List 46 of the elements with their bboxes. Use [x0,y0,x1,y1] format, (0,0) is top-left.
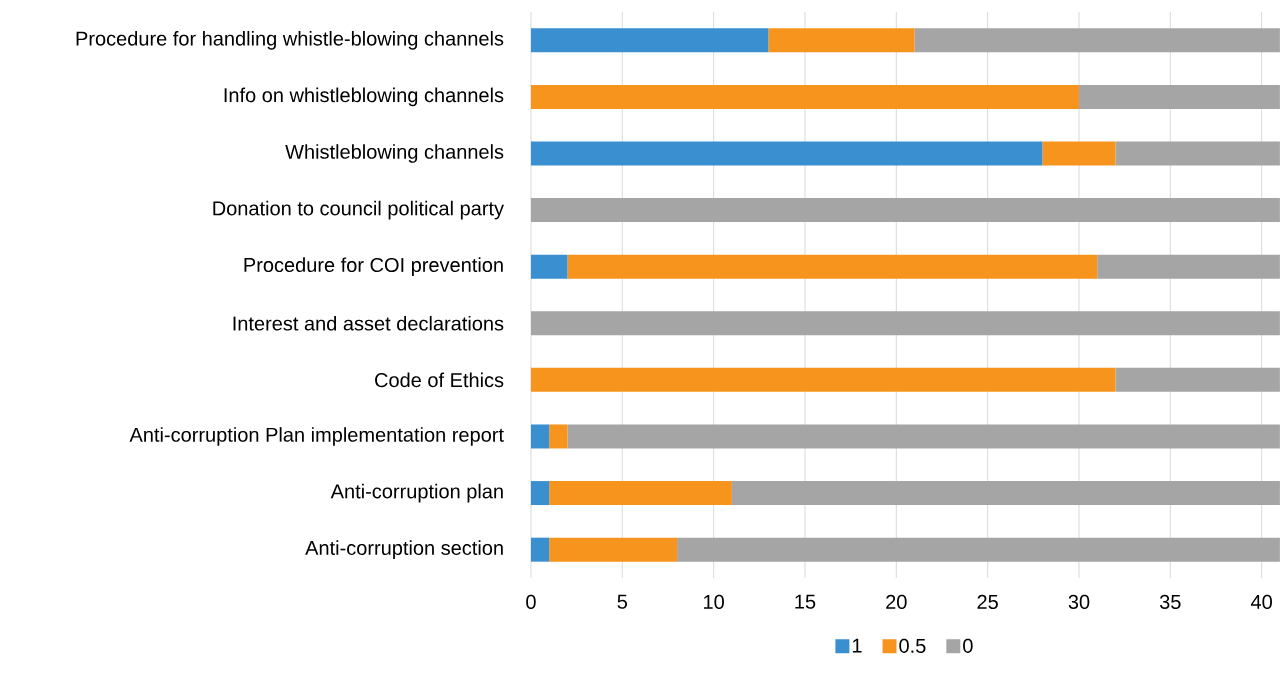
bar [567,424,1280,449]
bar [530,367,1116,392]
bar [530,481,550,506]
bar [1078,84,1280,109]
x-tick-label: 25 [977,594,998,609]
y-tick-label: Procedure for COI prevention [244,257,503,277]
bar [530,141,1043,166]
bar [530,254,568,279]
bar [1042,141,1116,166]
bar [530,537,550,562]
y-tick-label: Procedure for handling whistle-blowing channels [76,31,504,50]
y-tick-label: Info on whistleblowing channels [224,87,504,107]
x-tick-label: 10 [704,594,724,609]
legend-label: 1 [852,638,862,653]
bar [768,28,915,53]
y-tick-label: Donation to council political party [213,200,504,220]
x-tick-label: 20 [886,594,907,609]
bar [530,84,1079,109]
bar [530,424,550,449]
bar [549,424,568,449]
x-tick-label: 35 [1159,594,1181,609]
x-tick-label: 5 [617,594,628,609]
y-tick-label: Interest and asset declarations [233,315,504,331]
x-tick-label: 30 [1068,594,1090,609]
bar [1115,141,1280,166]
y-tick-label: Anti-corruption section [305,540,503,560]
y-tick-label: Whistleblowing channels [285,144,504,163]
bar [530,28,769,53]
y-tick-label: Anti-corruption plan [330,483,503,503]
bar [549,481,732,506]
bar [677,537,1280,562]
legend-label: 0 [963,638,973,653]
legend-label: 0.5 [899,638,926,653]
bar [549,537,678,562]
bar [1115,367,1280,392]
bar [530,198,1280,223]
bar [530,311,1280,336]
x-tick-label: 15 [795,594,816,609]
y-tick-label: Anti-corruption Plan implementation report [129,427,504,446]
bar [731,481,1280,506]
bar [1097,254,1280,279]
y-tick-label: Code of Ethics [375,372,504,388]
bar [567,254,1098,279]
bar [914,28,1280,53]
x-tick-label: 0 [526,594,536,609]
x-tick-label: 40 [1250,594,1272,609]
